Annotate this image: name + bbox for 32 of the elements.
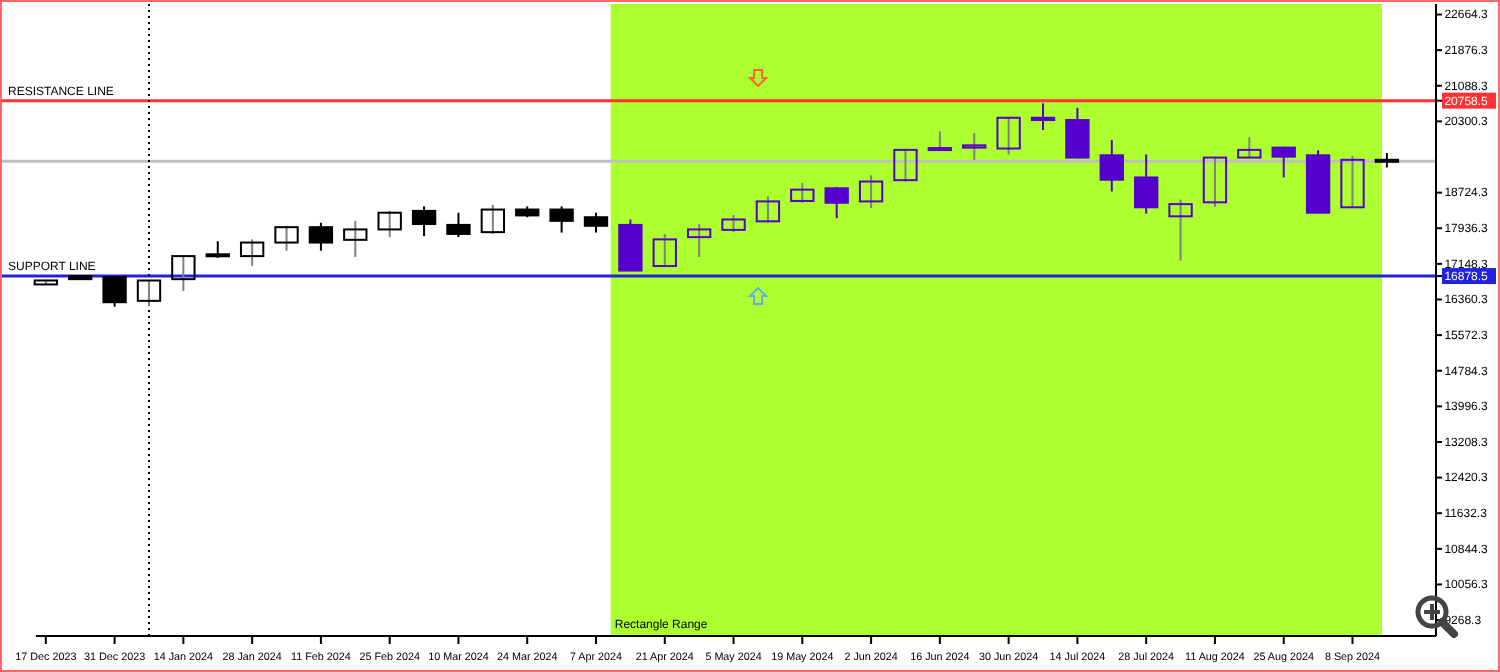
candlestick — [1271, 145, 1296, 179]
candlestick — [239, 238, 265, 268]
candlestick — [652, 232, 677, 268]
candlestick — [446, 211, 471, 239]
candlestick — [583, 211, 609, 234]
candlestick — [136, 279, 162, 308]
candlestick — [1168, 198, 1193, 262]
candlestick — [790, 181, 815, 204]
candlestick — [411, 205, 437, 238]
candlestick — [824, 185, 849, 220]
candlestick — [962, 132, 987, 161]
candlestick — [755, 195, 781, 224]
candlestick — [102, 274, 127, 308]
candlestick — [308, 221, 334, 252]
candlestick — [171, 254, 196, 292]
candlestick — [1340, 154, 1365, 210]
candlestick — [858, 174, 884, 210]
candlestick — [480, 204, 506, 235]
candlestick — [1065, 106, 1090, 160]
candlestick — [996, 116, 1021, 156]
candlestick — [618, 218, 643, 273]
candlestick — [1030, 102, 1056, 131]
candlestick — [1202, 155, 1228, 208]
candlestick — [1099, 138, 1124, 193]
candlestick — [377, 209, 402, 239]
candlestick — [1134, 153, 1159, 215]
candlestick — [274, 224, 299, 252]
candlestick — [549, 205, 574, 234]
candlestick — [343, 219, 368, 259]
candlestick — [1237, 136, 1262, 160]
candlestick — [893, 147, 918, 183]
candlestick — [686, 223, 712, 259]
